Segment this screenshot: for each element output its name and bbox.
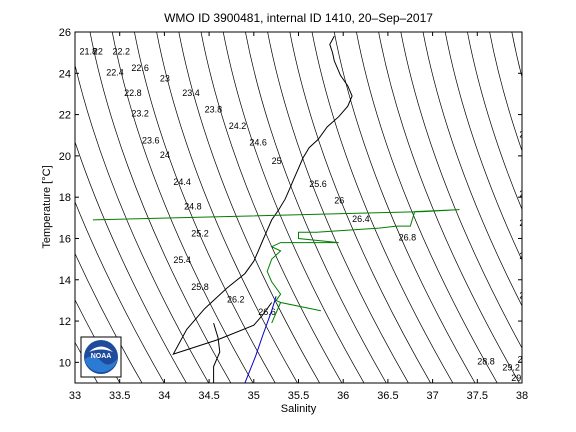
contour-label: 25.6: [309, 179, 327, 189]
contour-label: 26.6: [258, 307, 276, 317]
x-tick-label: 37.5: [467, 390, 488, 402]
contour-label: 26.2: [227, 294, 245, 304]
x-tick-label: 34.5: [198, 390, 219, 402]
y-tick-label: 12: [59, 316, 71, 328]
isopycnal-contour: [400, 32, 522, 349]
contour-label: 26.8: [399, 233, 417, 243]
isopycnal-contour: [200, 32, 343, 383]
contour-label: 29: [518, 354, 528, 364]
contour-label: 29.2: [502, 363, 520, 373]
contour-label: 25.8: [191, 282, 209, 292]
isopycnal-contour: [111, 32, 254, 383]
contour-label: 28: [519, 251, 529, 261]
contour-label: 26: [334, 195, 344, 205]
y-tick-label: 26: [59, 27, 71, 39]
x-tick-label: 35: [248, 390, 260, 402]
contour-label: 22.6: [131, 63, 149, 73]
profile-line: [92, 209, 460, 324]
isopycnal-contour: [333, 32, 476, 383]
isopycnal-contour: [311, 32, 454, 383]
contour-label: 24.6: [249, 138, 267, 148]
x-tick-label: 33.5: [109, 390, 130, 402]
y-axis-label: Temperature [°C]: [41, 165, 53, 248]
isopycnal-contour: [267, 32, 409, 383]
contour-label: 24.4: [173, 177, 191, 187]
density-contour-labels: 21.822 22.2 22.4 22.6 22.8 23 23.2 23.4 23.6 23.8…: [79, 47, 529, 383]
isopycnal-contour: [511, 32, 522, 79]
noaa-logo-text: NOAA: [91, 353, 112, 360]
contour-label: 27: [519, 129, 529, 139]
x-tick-label: 36.5: [377, 390, 398, 402]
y-tick-label: 14: [59, 275, 71, 287]
x-tick-label: 38: [516, 390, 528, 402]
isopycnal-contour: [89, 32, 232, 383]
isopycnal-contour: [134, 32, 276, 383]
y-tick-label: 16: [59, 233, 71, 245]
isopycnal-contour: [75, 200, 165, 383]
y-tick-label: 10: [59, 357, 71, 369]
x-tick-label: 34: [158, 390, 170, 402]
isopycnal-contour: [75, 140, 187, 383]
isopycnal-contour: [554, 20, 576, 395]
profile-line: [213, 322, 221, 383]
x-tick-label: 37: [426, 390, 438, 402]
contour-label: 24: [160, 150, 170, 160]
y-tick-label: 18: [59, 192, 71, 204]
noaa-logo: NOAA: [80, 336, 122, 378]
contour-label: 22.8: [124, 88, 142, 98]
contour-label: 28.8: [477, 356, 495, 366]
contour-label: 23.2: [131, 109, 149, 119]
isopycnal-contour: [378, 32, 520, 383]
contour-label: 26.4: [352, 214, 370, 224]
contour-label: 23.6: [142, 135, 160, 145]
contour-label: 22.2: [113, 47, 131, 57]
isopycnal-contour: [532, 20, 576, 395]
isopycnal-contour: [489, 32, 522, 152]
noaa-logo-gull: [89, 346, 113, 352]
isopycnal-contour: [467, 32, 522, 211]
isopycnal-contour: [178, 32, 321, 383]
contour-label: 29.4: [511, 373, 529, 383]
x-tick-label: 35.5: [288, 390, 309, 402]
y-tick-label: 24: [59, 68, 71, 80]
contour-label: 25.2: [191, 228, 209, 238]
density-contours: [0, 20, 576, 395]
axis-ticks: 33 33.5 34 34.5 35 35.5 36 36.5 37 37.5 38 10 12 14 16…: [59, 27, 528, 402]
isopycnal-contour: [289, 32, 432, 383]
x-axis-label: Salinity: [281, 403, 317, 415]
isopycnal-contour: [356, 32, 498, 383]
contour-label: 22.4: [106, 67, 124, 77]
contour-label: 24.8: [184, 202, 202, 212]
isopycnal-contour: [422, 32, 522, 307]
contour-label: 23: [160, 74, 170, 84]
contour-label: 22: [93, 47, 103, 57]
isopycnal-contour: [444, 32, 522, 261]
contour-label: 23.8: [205, 105, 223, 115]
y-tick-label: 22: [59, 110, 71, 122]
isopycnal-contour: [245, 32, 387, 383]
x-tick-label: 36: [337, 390, 349, 402]
contour-label: 27: [519, 218, 529, 228]
profile-lines: [92, 35, 460, 383]
contour-label: 21.8: [79, 47, 97, 57]
chart-title: WMO ID 3900481, internal ID 1410, 20–Sep…: [164, 11, 433, 25]
contour-label: 27: [519, 189, 529, 199]
x-tick-label: 33: [69, 390, 81, 402]
contour-label: 25: [272, 156, 282, 166]
contour-label: 28: [519, 290, 529, 300]
profile-line: [244, 296, 277, 383]
y-tick-label: 20: [59, 151, 71, 163]
contour-label: 23.4: [182, 88, 200, 98]
profile-line: [172, 35, 353, 355]
isopycnal-contour: [156, 32, 298, 383]
isopycnal-contour: [222, 32, 365, 383]
isopycnal-contour: [0, 20, 38, 395]
contour-label: 25.4: [173, 255, 191, 265]
noaa-logo-wave: [85, 356, 117, 373]
contour-label: 24.2: [229, 121, 247, 131]
